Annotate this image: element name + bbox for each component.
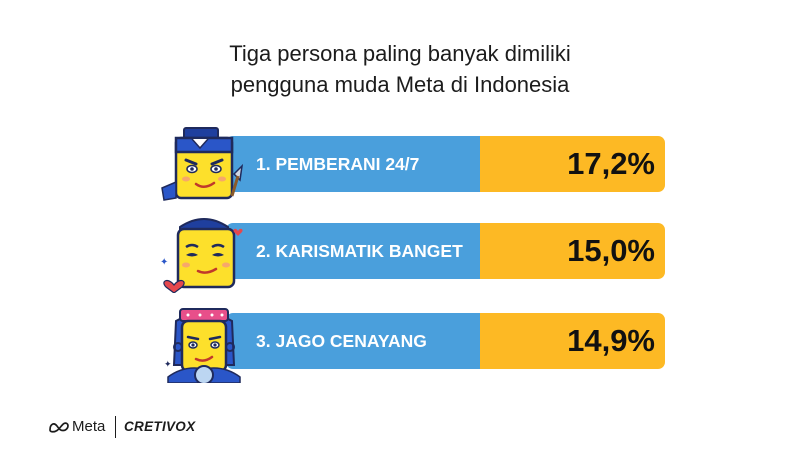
bar-value-band	[480, 313, 665, 369]
footer: Meta CRETIVOX	[48, 412, 308, 442]
bar-label: 3. JAGO CENAYANG	[256, 331, 427, 351]
svg-text:✦: ✦	[164, 360, 172, 370]
bar-value-label: 14,9%	[567, 323, 655, 358]
cretivox-logo: CRETIVOX	[124, 419, 196, 434]
svg-text:✦: ✦	[160, 257, 168, 268]
chart-title-line-2: pengguna muda Meta di Indonesia	[230, 72, 570, 97]
bar-label-band	[226, 223, 482, 279]
bar-label: 1. PEMBERANI 24/7	[256, 154, 420, 174]
persona-cenayang-icon: ✦	[164, 308, 241, 383]
footer-divider	[115, 416, 116, 438]
bar-label: 2. KARISMATIK BANGET	[256, 241, 463, 261]
bar-value-band	[480, 223, 665, 279]
chart-title-line-1: Tiga persona paling banyak dimiliki	[229, 41, 571, 66]
meta-infinity-logo	[49, 422, 69, 433]
bar-label-band	[226, 313, 482, 369]
chart-title: Tiga persona paling banyak dimiliki peng…	[0, 38, 800, 100]
bar-row: 2. KARISMATIK BANGET 15,0% ✦	[0, 218, 800, 293]
persona-karismatik-icon: ✦	[160, 218, 243, 293]
persona-pemberani-icon	[161, 127, 244, 201]
meta-logo: Meta	[48, 416, 126, 438]
bar-row: 3. JAGO CENAYANG 14,9% ✦	[0, 308, 800, 383]
bar-value-label: 17,2%	[567, 146, 655, 181]
bar-value-label: 15,0%	[567, 233, 655, 268]
bar-row: 1. PEMBERANI 24/7 17,2%	[0, 127, 800, 201]
meta-brand-text: Meta	[72, 418, 106, 435]
bar-label-band	[226, 136, 482, 192]
bar-value-band	[480, 136, 665, 192]
